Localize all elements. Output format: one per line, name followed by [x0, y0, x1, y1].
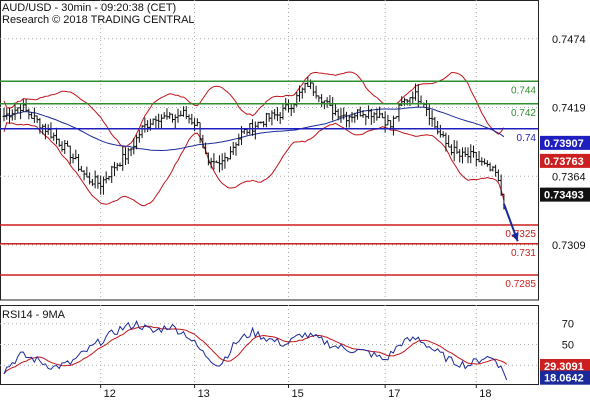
- price-plot-frame: [0, 0, 539, 301]
- rsi-plot-frame: [0, 305, 539, 385]
- chart-title: AUD/USD - 30min - 09:20:38 (CET): [2, 2, 177, 14]
- price-tag-label: 0.73907: [544, 138, 584, 150]
- y-tick-label: 0.7309: [552, 240, 586, 252]
- moving-average-line: [3, 106, 505, 152]
- y-tick-label: 0.7419: [552, 103, 586, 115]
- price-tag: [540, 187, 590, 202]
- x-tick-label: 18: [479, 388, 491, 400]
- chart-subtitle: Research © 2018 TRADING CENTRAL: [2, 14, 195, 26]
- rsi-tick-label: 50: [562, 340, 574, 352]
- y-tick-label: 0.7364: [552, 171, 586, 183]
- level-label: 0.7285: [505, 279, 536, 290]
- price-tag: [540, 153, 590, 168]
- forecast-arrow-head: [511, 232, 519, 242]
- price-tag-label: 0.73493: [544, 190, 584, 202]
- rsi-value-tag: [540, 370, 590, 385]
- bollinger-lower-band: [3, 121, 505, 207]
- rsi-title: RSI14 - 9MA: [2, 309, 65, 321]
- level-label: 0.74: [517, 133, 537, 144]
- level-label: 0.744: [511, 85, 536, 96]
- x-tick-label: 13: [198, 388, 210, 400]
- x-tick-label: 15: [291, 388, 303, 400]
- x-tick-label: 17: [388, 388, 400, 400]
- price-tag: [540, 135, 590, 150]
- rsi-value-label: 29.3091: [544, 361, 584, 373]
- level-label: 0.731: [511, 248, 536, 259]
- price-panel: 0.7474 0.7419 0.7364 0.7309 0.744 0.742 0.74 0.…: [0, 0, 590, 301]
- y-tick-label: 0.7474: [552, 34, 586, 46]
- level-label: 0.742: [511, 108, 536, 119]
- rsi-tick-label: 70: [562, 319, 574, 331]
- price-tag-label: 0.73763: [544, 156, 584, 168]
- level-label: 0.7325: [505, 229, 536, 240]
- rsi-value-label: 18.0642: [544, 373, 584, 385]
- rsi-value-tag: [540, 359, 590, 374]
- rsi-line: [3, 319, 508, 381]
- x-tick-label: 12: [104, 388, 116, 400]
- date-axis: 12 13 15 17 18: [100, 384, 492, 400]
